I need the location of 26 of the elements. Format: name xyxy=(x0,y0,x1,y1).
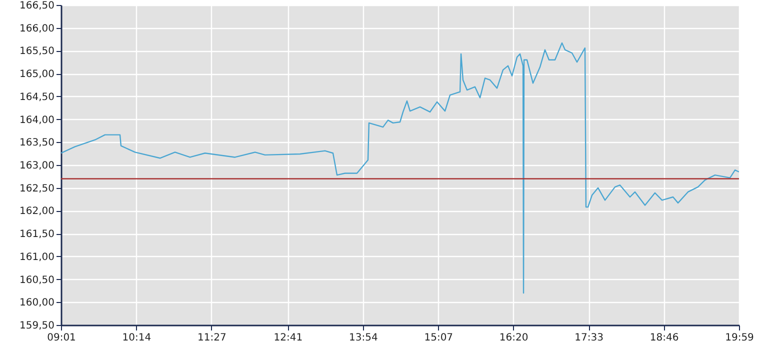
y-tick-label: 161,50 xyxy=(20,229,54,240)
x-tick-label: 11:27 xyxy=(198,332,226,344)
x-tick-label: 19:59 xyxy=(725,332,754,344)
y-tick-label: 162,00 xyxy=(20,206,54,218)
y-tick-label: 164,50 xyxy=(20,92,54,103)
y-tick-label: 165,00 xyxy=(20,69,54,80)
y-tick-label: 161,00 xyxy=(20,252,54,263)
x-tick-label: 12:41 xyxy=(274,332,303,344)
line-series xyxy=(61,42,739,294)
y-tick-label: 160,50 xyxy=(20,274,54,286)
x-tick-label: 15:07 xyxy=(424,332,454,344)
x-tick-label: 17:33 xyxy=(574,332,604,344)
y-tick-label: 159,50 xyxy=(20,320,54,332)
y-tick-label: 165,50 xyxy=(20,46,54,58)
y-tick-label: 164,00 xyxy=(20,114,54,126)
x-tick-label: 13:54 xyxy=(348,332,378,344)
x-tick-label: 10:14 xyxy=(122,332,152,344)
y-tick-label: 166,50 xyxy=(20,0,54,12)
y-tick-label: 166,00 xyxy=(20,23,54,34)
y-tick-label: 163,00 xyxy=(20,160,54,172)
y-tick-label: 163,50 xyxy=(20,138,54,149)
y-tick-label: 160,00 xyxy=(20,298,54,309)
x-tick-label: 09:01 xyxy=(47,332,76,344)
x-tick-label: 16:20 xyxy=(499,332,528,344)
x-tick-label: 18:46 xyxy=(650,332,679,344)
y-tick-label: 162,50 xyxy=(20,183,54,194)
